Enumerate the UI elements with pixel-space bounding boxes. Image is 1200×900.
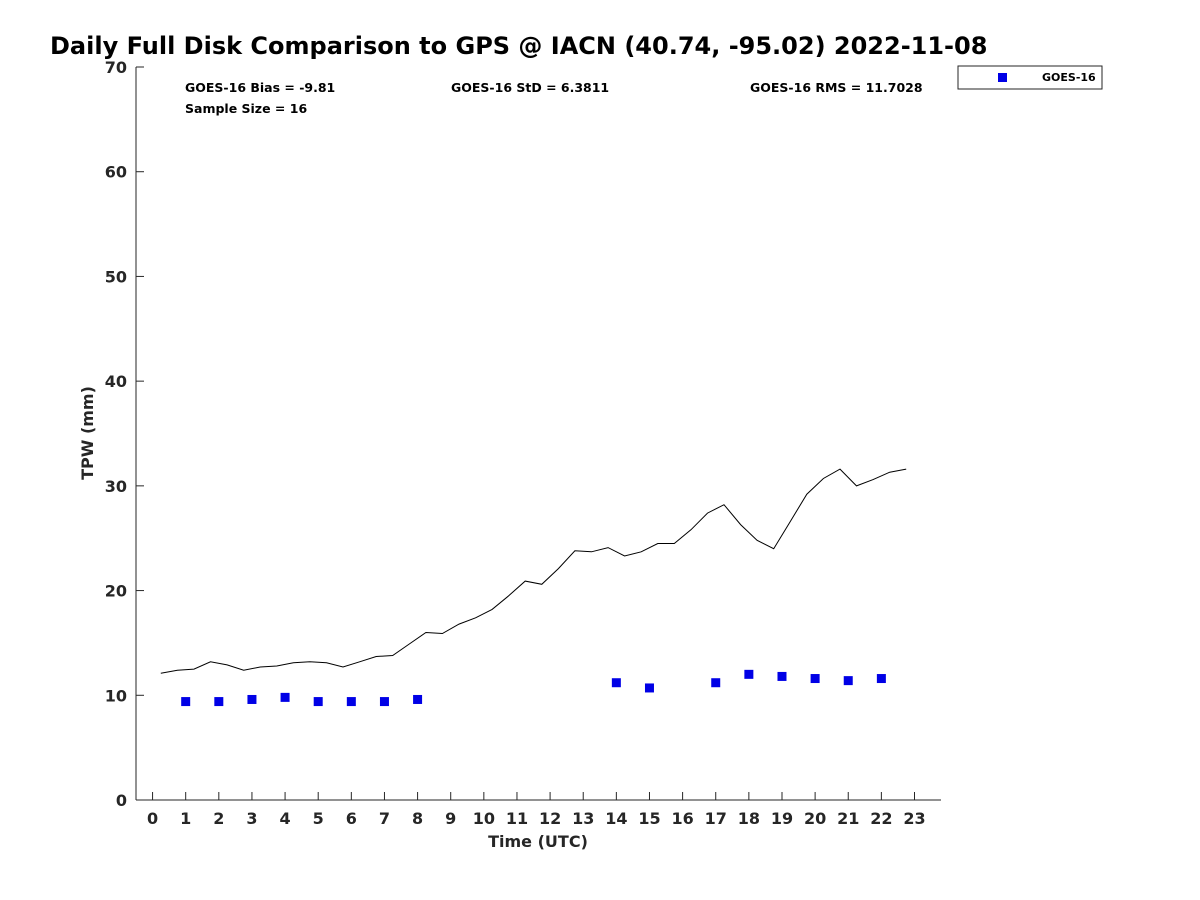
x-tick-label: 14	[605, 809, 627, 828]
goes16-point	[744, 669, 754, 679]
goes16-point	[711, 678, 721, 688]
y-axis-label: TPW (mm)	[78, 386, 97, 480]
x-tick-label: 6	[346, 809, 357, 828]
y-tick-label: 20	[105, 582, 127, 601]
x-tick-label: 21	[837, 809, 859, 828]
goes16-point	[644, 683, 654, 693]
x-tick-label: 18	[738, 809, 760, 828]
goes16-marker-group	[181, 669, 886, 707]
chart-title: Daily Full Disk Comparison to GPS @ IACN…	[50, 32, 987, 60]
goes16-point	[843, 676, 853, 686]
goes16-point	[777, 671, 787, 681]
goes16-point	[214, 697, 224, 707]
goes16-point	[247, 694, 257, 704]
x-tick-label: 2	[213, 809, 224, 828]
goes16-point	[876, 674, 886, 684]
x-tick-label: 15	[638, 809, 660, 828]
y-tick-label: 30	[105, 477, 127, 496]
x-tick-group: 0 1 2 3 4 5 6 7 8 9 10 11 12 13 14 15 16 17 18 19 20 21 22 23	[147, 792, 926, 828]
y-tick-label: 0	[116, 791, 127, 810]
y-tick-label: 10	[105, 686, 127, 705]
x-tick-label: 13	[572, 809, 594, 828]
y-tick-group: 0 10 20 30 40 50 60 70	[105, 58, 144, 810]
x-tick-label: 22	[870, 809, 892, 828]
x-axis-label: Time (UTC)	[488, 832, 588, 851]
x-tick-label: 5	[313, 809, 324, 828]
goes16-point	[346, 697, 356, 707]
gps-tpw-line	[160, 468, 907, 674]
x-tick-label: 11	[506, 809, 528, 828]
stat-std: GOES-16 StD = 6.3811	[451, 80, 609, 95]
y-tick-label: 60	[105, 163, 127, 182]
x-tick-label: 4	[280, 809, 291, 828]
x-tick-label: 19	[771, 809, 793, 828]
x-tick-label: 12	[539, 809, 561, 828]
legend-label-goes16: GOES-16	[1042, 71, 1096, 84]
legend-box	[957, 65, 1103, 90]
x-tick-label: 0	[147, 809, 158, 828]
goes16-point	[181, 697, 191, 707]
x-tick-label: 8	[412, 809, 423, 828]
stat-sample-size: Sample Size = 16	[185, 101, 307, 116]
x-tick-label: 17	[705, 809, 727, 828]
stat-bias: GOES-16 Bias = -9.81	[185, 80, 335, 95]
x-tick-label: 10	[473, 809, 495, 828]
legend: GOES-16	[957, 65, 1103, 90]
x-tick-label: 23	[903, 809, 925, 828]
goes16-point	[280, 692, 290, 702]
x-tick-label: 1	[180, 809, 191, 828]
legend-marker-goes16	[998, 73, 1007, 82]
y-tick-label: 50	[105, 267, 127, 286]
goes16-point	[313, 697, 323, 707]
goes16-point	[413, 694, 423, 704]
x-tick-label: 3	[246, 809, 257, 828]
goes16-point	[379, 697, 389, 707]
x-tick-label: 20	[804, 809, 826, 828]
x-tick-label: 16	[671, 809, 693, 828]
x-tick-label: 9	[445, 809, 456, 828]
x-tick-label: 7	[379, 809, 390, 828]
goes16-point	[611, 678, 621, 688]
stat-rms: GOES-16 RMS = 11.7028	[750, 80, 923, 95]
goes16-point	[810, 674, 820, 684]
y-tick-label: 40	[105, 372, 127, 391]
y-tick-label: 70	[105, 58, 127, 77]
